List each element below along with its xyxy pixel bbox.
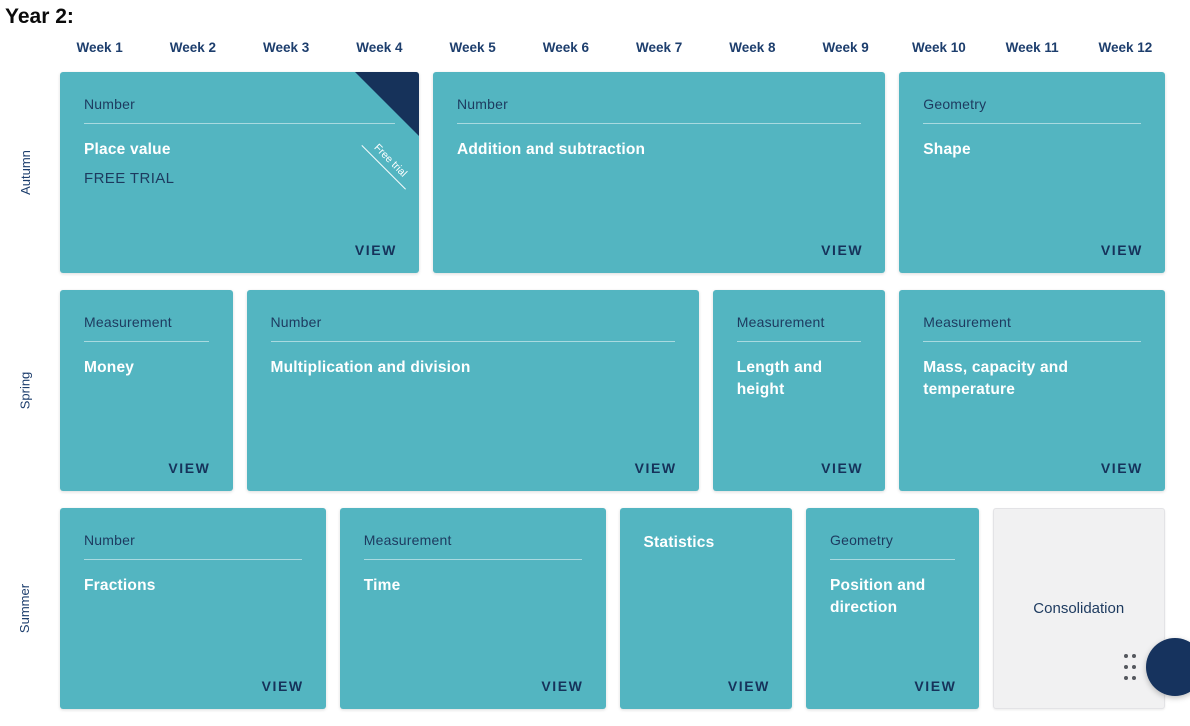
view-button[interactable]: VIEW	[821, 460, 864, 476]
unit-card-shape[interactable]: Geometry Shape VIEW	[899, 72, 1165, 273]
unit-title: Money	[84, 359, 135, 376]
unit-title: Mass, capacity and temperature	[923, 359, 1069, 399]
week-header: Week 1 Week 2 Week 3 Week 4 Week 5 Week …	[60, 40, 1165, 55]
week-label-5: Week 5	[449, 40, 496, 55]
scheme-grid: Autumn Free trial Number Place value FRE…	[17, 72, 1165, 726]
divider	[923, 123, 1141, 124]
unit-title: Length and height	[736, 359, 823, 399]
unit-title: Addition and subtraction	[457, 141, 646, 158]
week-label-6: Week 6	[542, 40, 590, 55]
divider	[923, 341, 1141, 342]
unit-title: Position and direction	[830, 577, 926, 617]
dot	[1132, 665, 1136, 669]
week-label-9: Week 9	[822, 40, 869, 55]
unit-category: Measurement	[736, 314, 825, 330]
term-label-spring: Spring	[17, 371, 33, 410]
divider	[457, 123, 862, 124]
week-label-3: Week 3	[262, 40, 310, 55]
page-title: Year 2:	[5, 5, 74, 28]
consolidation-label: Consolidation	[1033, 600, 1125, 617]
unit-card-multiplication-and-division[interactable]: Number Multiplication and division VIEW	[246, 290, 699, 491]
dot	[1124, 654, 1128, 658]
view-button[interactable]: VIEW	[261, 678, 304, 694]
week-label-11: Week 11	[1005, 40, 1059, 55]
unit-title: Shape	[923, 141, 971, 158]
dot	[1132, 654, 1136, 658]
week-label-12: Week 12	[1098, 40, 1153, 55]
unit-category: Number	[270, 314, 322, 330]
unit-category: Measurement	[923, 314, 1012, 330]
unit-card-length-and-height[interactable]: Measurement Length and height VIEW	[712, 290, 886, 491]
week-label-1: Week 1	[76, 40, 123, 55]
divider	[830, 559, 955, 560]
term-row-autumn: Autumn Free trial Number Place value FRE…	[18, 72, 1165, 273]
view-button[interactable]: VIEW	[541, 678, 584, 694]
unit-category: Measurement	[363, 532, 452, 548]
week-label-4: Week 4	[356, 40, 403, 55]
consolidation-card: Consolidation	[992, 508, 1165, 709]
unit-card-mass-capacity-temperature[interactable]: Measurement Mass, capacity and temperatu…	[899, 290, 1165, 491]
unit-card-fractions[interactable]: Number Fractions VIEW	[60, 508, 326, 709]
unit-category: Geometry	[830, 532, 894, 548]
free-trial-ribbon: Free trial	[355, 72, 419, 190]
free-trial-label: FREE TRIAL	[84, 170, 175, 188]
term-label-summer: Summer	[17, 583, 33, 634]
unit-category: Number	[84, 532, 135, 548]
term-label-wrap: Spring	[4, 290, 46, 491]
unit-title: Time	[363, 577, 401, 594]
divider	[84, 559, 302, 560]
term-label-autumn: Autumn	[17, 150, 33, 195]
divider	[736, 341, 862, 342]
week-label-8: Week 8	[729, 40, 776, 55]
view-button[interactable]: VIEW	[634, 460, 677, 476]
unit-category: Measurement	[84, 314, 172, 330]
term-label-wrap: Autumn	[4, 72, 46, 273]
dot	[1132, 676, 1136, 680]
week-label-7: Week 7	[635, 40, 683, 55]
view-button[interactable]: VIEW	[1100, 460, 1143, 476]
view-button[interactable]: VIEW	[821, 242, 864, 258]
dot	[1124, 665, 1128, 669]
divider	[84, 123, 395, 124]
unit-card-position-and-direction[interactable]: Geometry Position and direction VIEW	[806, 508, 979, 709]
view-button[interactable]: VIEW	[727, 678, 770, 694]
unit-title: Place value	[84, 141, 171, 158]
divider	[363, 559, 582, 560]
unit-card-time[interactable]: Measurement Time VIEW	[339, 508, 606, 709]
unit-title: Statistics	[643, 534, 715, 551]
view-button[interactable]: VIEW	[354, 242, 397, 258]
divider	[270, 341, 675, 342]
view-button[interactable]: VIEW	[168, 460, 211, 476]
term-row-summer: Summer Number Fractions VIEW Measurement…	[18, 508, 1165, 709]
divider	[84, 341, 209, 342]
term-row-spring: Spring Measurement Money VIEW Number Mul…	[17, 290, 1165, 491]
term-label-wrap: Summer	[4, 508, 46, 709]
week-label-10: Week 10	[911, 40, 966, 55]
unit-card-money[interactable]: Measurement Money VIEW	[60, 290, 233, 491]
chat-fab-button[interactable]	[1146, 638, 1190, 696]
view-button[interactable]: VIEW	[914, 678, 957, 694]
week-label-2: Week 2	[169, 40, 217, 55]
unit-title: Multiplication and division	[270, 359, 471, 376]
unit-category: Number	[457, 96, 508, 112]
unit-card-place-value[interactable]: Free trial Number Place value FREE TRIAL…	[60, 72, 419, 273]
unit-category: Number	[84, 96, 135, 112]
dot	[1124, 676, 1128, 680]
drag-handle-icon[interactable]	[1124, 654, 1136, 680]
unit-card-addition-and-subtraction[interactable]: Number Addition and subtraction VIEW	[433, 72, 886, 273]
unit-card-statistics[interactable]: Statistics VIEW	[619, 508, 792, 709]
unit-category: Geometry	[923, 96, 987, 112]
view-button[interactable]: VIEW	[1100, 242, 1143, 258]
unit-title: Fractions	[84, 577, 156, 594]
